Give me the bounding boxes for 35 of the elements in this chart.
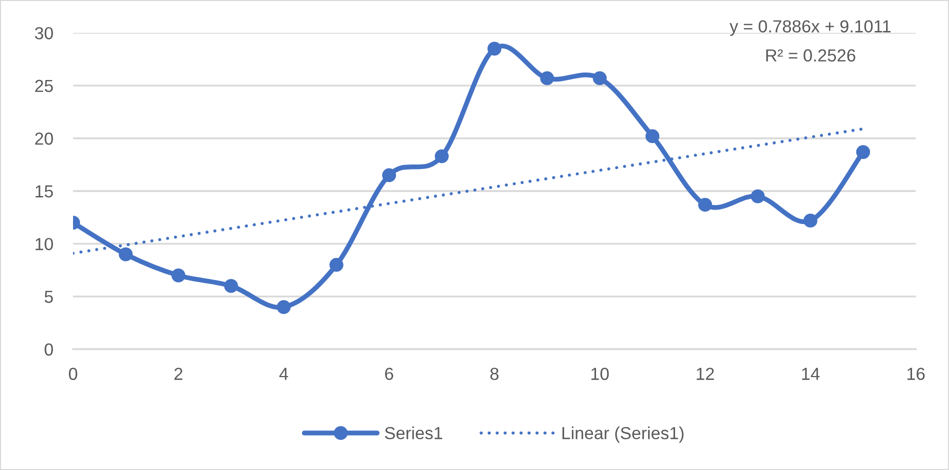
point [645,129,660,144]
y-tick-label: 20 [35,132,53,145]
point [118,247,133,262]
y-tick-label: 25 [35,80,53,92]
x-tick-label: 6 [385,368,394,380]
legend-label: Linear (Series1) [562,426,684,443]
point [224,279,238,293]
x-tick-label: 2 [174,368,182,380]
point [698,198,712,212]
point [540,71,554,86]
point [487,42,502,56]
point [804,214,818,228]
y-tick-label: 5 [44,290,53,303]
point [171,268,186,282]
x-tick-label: 12 [696,368,714,380]
point [856,145,870,159]
y-tick-label: 10 [36,238,53,250]
point [434,149,449,164]
legend-label: Series1 [384,426,442,440]
y-tick-label: 15 [36,185,53,198]
point [276,300,291,314]
x-tick-label: 0 [68,368,78,380]
x-tick-label: 14 [802,368,820,380]
x-tick-label: 8 [490,368,498,380]
annotation: R² = 0.2526 [766,49,856,62]
x-tick-label: 16 [907,368,925,380]
x-tick-label: 4 [279,368,288,380]
x-tick-label: 10 [591,368,609,380]
point [382,168,396,182]
point [750,189,765,204]
annotation: y = 0.7886x + 9.1011 [730,20,891,36]
point [329,258,344,272]
y-tick-label: 30 [34,27,53,40]
point [592,71,607,86]
y-tick-label: 0 [44,343,53,356]
